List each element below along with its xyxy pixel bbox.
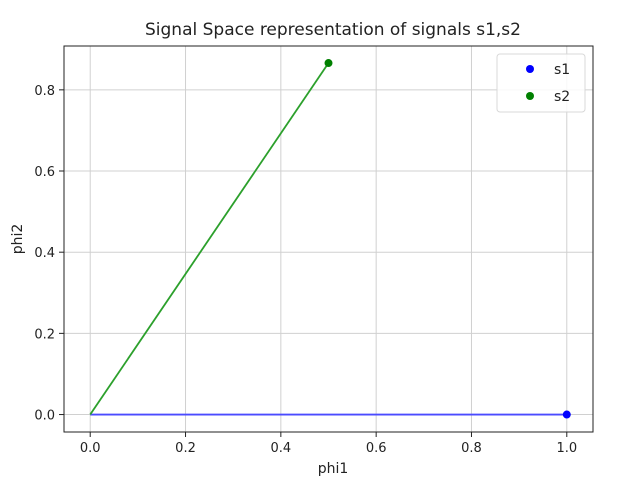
legend-marker-s1 <box>526 65 534 73</box>
y-axis-label: phi2 <box>10 224 26 255</box>
x-axis-label: phi1 <box>318 461 349 477</box>
series-points <box>324 59 571 419</box>
y-tick-label: 0.0 <box>34 409 55 424</box>
vector-line-s2 <box>89 62 330 416</box>
x-tick-label: 0.0 <box>80 441 101 456</box>
x-tick-label: 0.2 <box>175 441 196 456</box>
legend-label-s2: s2 <box>554 89 570 105</box>
x-tick-label: 0.8 <box>461 441 482 456</box>
y-tick-label: 0.6 <box>34 165 55 180</box>
x-tick-label: 0.4 <box>270 441 291 456</box>
x-axis-ticks: 0.0 0.2 0.4 0.6 0.8 1.0 <box>80 432 577 456</box>
x-tick-label: 0.6 <box>366 441 387 456</box>
point-s2 <box>324 59 333 68</box>
legend-box <box>496 53 586 113</box>
point-s1 <box>562 410 571 419</box>
legend-label-s1: s1 <box>554 62 570 78</box>
y-tick-label: 0.2 <box>34 327 55 342</box>
y-tick-label: 0.8 <box>34 84 55 99</box>
legend: s1 s2 <box>496 53 586 113</box>
y-axis-ticks: 0.0 0.2 0.4 0.6 0.8 <box>34 84 64 424</box>
x-tick-label: 1.0 <box>556 441 577 456</box>
legend-marker-s2 <box>526 92 534 100</box>
chart-title: Signal Space representation of signals s… <box>145 20 521 40</box>
series-lines <box>89 62 567 416</box>
plot-area-frame <box>63 45 594 433</box>
y-tick-label: 0.4 <box>34 246 55 261</box>
